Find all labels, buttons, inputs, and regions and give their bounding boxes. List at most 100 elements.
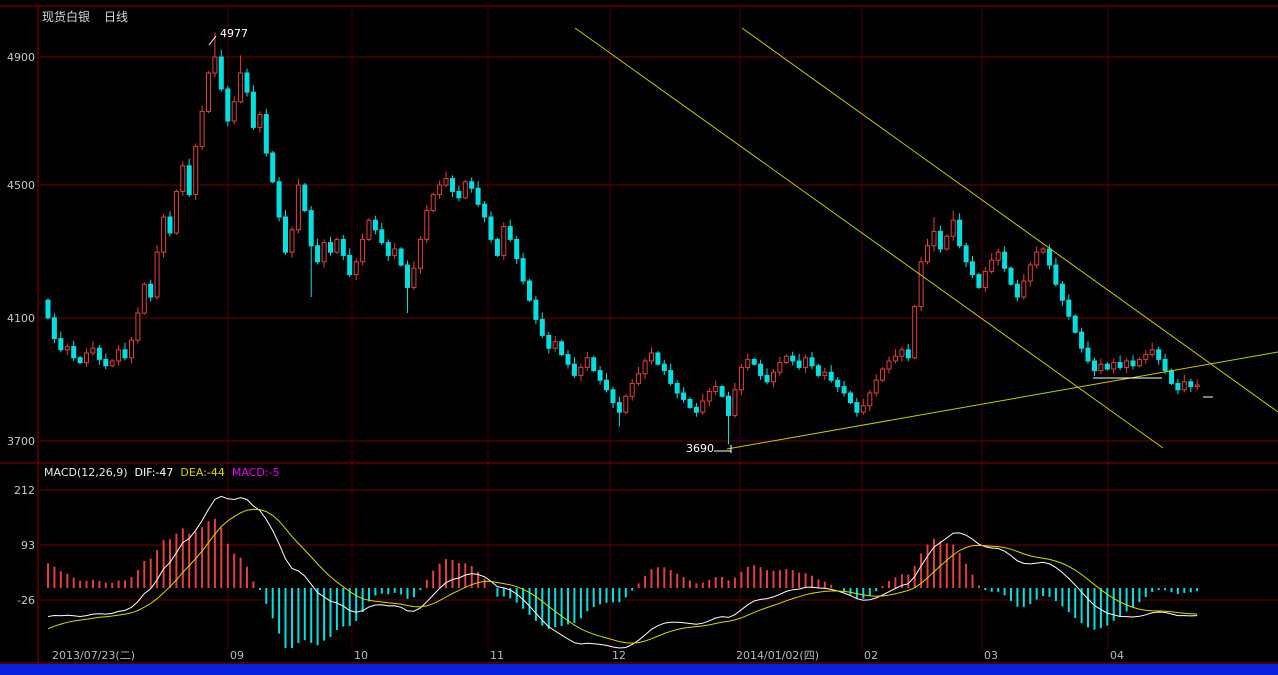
candle-down [1085,347,1091,362]
candle-down [1175,382,1181,391]
candle-up [334,238,340,253]
candle-up [212,56,218,74]
candle-down [482,203,488,218]
candle-down [1072,315,1078,333]
candle-up [417,238,423,269]
x-axis-label: 04 [1110,649,1124,662]
candle-down [687,398,693,408]
candle-down [751,358,757,365]
candle-up [886,360,892,370]
candle-up [918,261,924,308]
candle-down [475,187,481,205]
candle-down [302,184,308,212]
candle-down [674,382,680,394]
x-axis-label: 02 [864,649,878,662]
candle-up [206,72,211,112]
candle-up [173,190,179,234]
candle-down [539,318,545,336]
x-axis-label: 09 [230,649,244,662]
candle-down [167,216,173,234]
candle-down [668,370,674,384]
candle-up [700,400,706,413]
candle-up [706,390,712,402]
candle-up [912,306,918,359]
dea-line [47,508,1198,644]
candle-up [257,114,263,128]
trend-line [741,27,1278,413]
macd-dea-value: DEA:-44 [180,466,225,479]
candle-down [559,341,565,356]
trend-line [726,351,1278,450]
candle-down [71,346,77,359]
candle-up [1194,384,1200,388]
trend-line [574,27,1164,449]
high-annotation-pointer [208,35,217,46]
candle-down [616,402,622,413]
candle-up [822,371,828,376]
macd-macd-value: MACD:-5 [231,466,280,479]
price-axis-label: 4500 [7,179,35,192]
candle-up [873,379,879,394]
candle-down [828,371,834,381]
candle-up [803,357,809,368]
candle-up [1098,363,1104,372]
dif-line [47,495,1198,649]
candle-up [892,355,898,362]
candle-down [77,357,83,364]
candle-down [315,245,321,263]
candle-up [180,165,186,192]
candle-up [713,386,719,392]
candle-up [84,352,89,364]
candle-up [783,355,789,364]
period-label: 日线 [104,10,129,24]
candle-up [424,210,430,240]
candle-down [340,238,346,256]
candle-up [154,251,160,298]
candle-down [1002,251,1008,269]
candle-up [321,242,327,263]
candle-up [1027,264,1033,282]
candle-up [989,259,995,272]
candle-down [726,395,731,416]
candle-down [456,190,462,199]
candle-up [636,373,642,384]
candle-down [250,91,256,128]
candle-up [231,101,237,122]
candle-down [905,349,911,359]
candle-down [494,238,500,256]
candle-up [1034,251,1040,266]
macd-axis-label: 212 [14,484,35,497]
candle-up [90,347,96,354]
candle-up [1136,358,1142,367]
candle-up [925,245,930,263]
candle-down [661,363,667,372]
candle-up [899,349,905,357]
candle-down [347,254,353,276]
candle-down [764,374,770,383]
candle-up [860,405,866,413]
candle-up [649,352,654,362]
candle-down [514,238,520,260]
candle-up [129,339,134,359]
candle-up [1124,360,1130,368]
candle-down [225,88,231,122]
candle-up [732,389,738,416]
candle-up [771,371,776,383]
candle-up [109,360,115,367]
candle-down [546,334,552,349]
candle-down [450,178,455,192]
candle-up [366,219,372,240]
candle-up [238,72,244,103]
candle-down [45,299,51,319]
candle-down [1188,381,1194,388]
candle-down [1008,267,1014,285]
candle-down [1079,331,1085,349]
candle-down [809,357,815,367]
candle-up [745,358,751,368]
chart-title: 现货白银 日线 [42,8,142,25]
candle-up [584,357,590,368]
candle-up [931,230,937,247]
candle-down [405,264,410,288]
candle-up [1040,248,1046,253]
